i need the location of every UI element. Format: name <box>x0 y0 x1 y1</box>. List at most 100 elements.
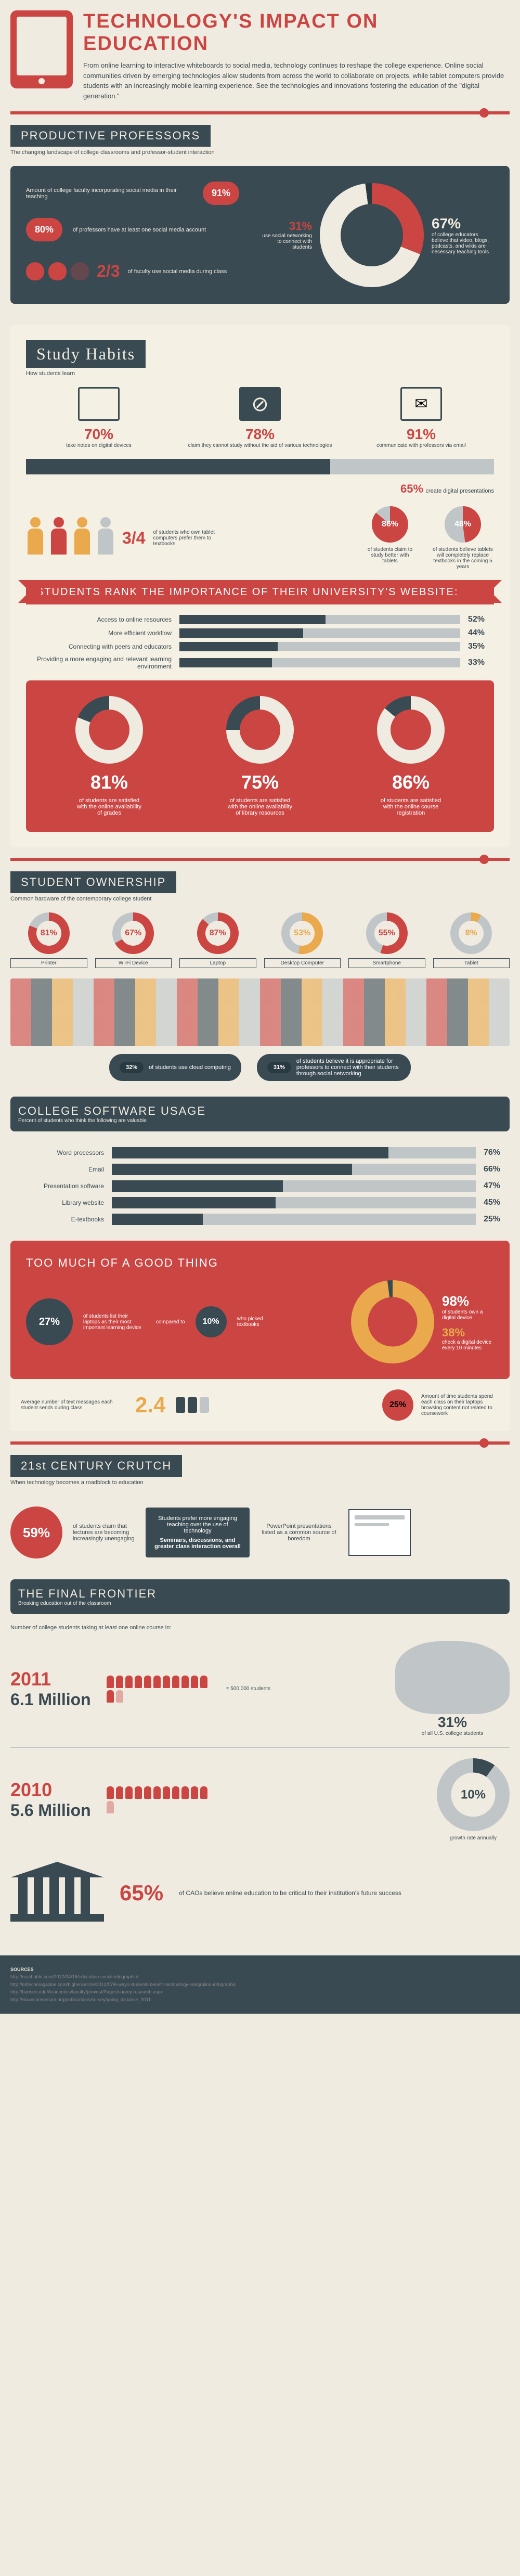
device-txt: of students own a digital device <box>442 1309 494 1321</box>
habit2-txt: claim they cannot study without the aid … <box>187 443 333 448</box>
own-item: 53%Desktop Computer <box>264 912 341 968</box>
intro-text: From online learning to interactive whit… <box>83 60 510 101</box>
furniture-illustration <box>10 978 510 1046</box>
val-2010: 5.6 Million <box>10 1801 91 1820</box>
sw-row: Word processors76% <box>10 1147 510 1158</box>
cao-txt: of CAOs believe online education to be c… <box>179 1889 401 1897</box>
map-pct: 31% <box>395 1714 510 1731</box>
main-title: TECHNOLOGY'S IMPACT ON EDUCATION <box>83 10 510 55</box>
bar-txt: create digital presentations <box>426 488 494 494</box>
faculty-social-pct: 91% <box>203 182 239 205</box>
habit3-txt: communicate with professors via email <box>348 443 494 448</box>
section-title: STUDENT OWNERSHIP <box>10 871 176 893</box>
rank-row: Connecting with peers and educators35% <box>26 642 494 651</box>
nobook-icon: ⊘ <box>239 387 281 421</box>
people-icons <box>26 517 114 559</box>
donut-a-pct: 31% <box>260 220 312 233</box>
faculty-social-text: Amount of college faculty incorporating … <box>26 187 192 200</box>
people-dots-2011 <box>107 1676 211 1703</box>
section-title: COLLEGE SOFTWARE USAGE <box>18 1104 502 1118</box>
device-donut <box>351 1280 434 1363</box>
own-item: 81%Printer <box>10 912 87 968</box>
donut-a-txt: use social networking to connect with st… <box>260 233 312 250</box>
donut-b-pct: 67% <box>432 215 494 232</box>
section-study-habits: Study Habits How students learn 70% take… <box>10 325 510 847</box>
bar-pct: 65% <box>400 482 423 495</box>
check-pct: 38% <box>442 1326 494 1339</box>
tablet-donut-2: 48% <box>445 506 481 543</box>
section-sub: The changing landscape of college classr… <box>10 149 510 156</box>
browse-txt: Amount of time students spend each class… <box>421 1394 499 1416</box>
sw-row: E-textbooks25% <box>10 1214 510 1225</box>
section-sub: Percent of students who think the follow… <box>18 1118 502 1124</box>
textbook-pct: 10% <box>196 1306 227 1337</box>
own-item: 8%Tablet <box>433 912 510 968</box>
powerpoint-icon <box>348 1509 411 1556</box>
text-messages-row: Average number of text messages each stu… <box>10 1379 510 1431</box>
check-txt: check a digital device every 10 minutes <box>442 1339 494 1351</box>
section-crutch: 21st CENTURY CRUTCH When technology beco… <box>10 1455 510 1569</box>
sat-item: 86%of students are satisfiedwith the onl… <box>343 696 478 816</box>
donut-b-txt: of college educators believe that video,… <box>432 232 494 255</box>
account-text: of professors have at least one social m… <box>73 227 239 233</box>
apple-icons <box>26 262 89 280</box>
val-2011: 6.1 Million <box>10 1690 91 1709</box>
msg-val: 2.4 <box>135 1393 165 1418</box>
cao-pct: 65% <box>120 1881 163 1905</box>
browse-pct: 25% <box>382 1389 413 1421</box>
sources: SOURCES http://mashable.com/2012/04/16/e… <box>0 1955 520 2014</box>
presentation-bar <box>26 459 494 474</box>
c1-txt: of students claim to study better with t… <box>364 547 416 564</box>
habit1-pct: 70% <box>26 426 172 443</box>
msg-label: Average number of text messages each stu… <box>21 1399 125 1411</box>
divider <box>10 858 510 861</box>
people-dots-2010 <box>107 1786 211 1813</box>
growth-donut: 10% <box>437 1758 510 1831</box>
c2-txt: of students believe tablets will complet… <box>432 547 494 570</box>
tablet-icon <box>10 10 73 88</box>
mail-icon: ✉ <box>400 387 442 421</box>
tablet-donut-1: 86% <box>372 506 408 543</box>
sat-item: 81%of students are satisfiedwith the onl… <box>42 696 177 816</box>
sw-row: Email66% <box>10 1164 510 1175</box>
section-software: COLLEGE SOFTWARE USAGE Percent of studen… <box>10 1097 510 1131</box>
account-pct: 80% <box>26 218 62 241</box>
software-chart: Word processors76%Email66%Presentation s… <box>10 1131 510 1241</box>
section-title: Study Habits <box>26 340 146 368</box>
laptop-txt: of students list their laptops as their … <box>83 1313 146 1331</box>
crutch-txt: of students claim that lectures are beco… <box>73 1523 135 1542</box>
compared-to: compared to <box>156 1319 185 1325</box>
habit1-txt: take notes on digital devices <box>26 443 172 448</box>
people-txt: of students who own tablet computers pre… <box>153 530 215 547</box>
own-item: 55%Smartphone <box>348 912 425 968</box>
crutch-pct: 59% <box>10 1506 62 1559</box>
year-2011: 2011 <box>10 1668 91 1690</box>
phone-icons <box>176 1397 209 1413</box>
section-final: Number of college students taking at lea… <box>10 1614 510 1945</box>
apple-text: of faculty use social media during class <box>127 268 239 275</box>
section-sub: When technology becomes a roadblock to e… <box>10 1479 510 1486</box>
network-pill: 31%of students believe it is appropriate… <box>257 1054 411 1081</box>
rank-row: More efficient workflow44% <box>26 628 494 638</box>
sw-row: Library website45% <box>10 1197 510 1208</box>
cloud-pill: 32%of students use cloud computing <box>109 1054 241 1081</box>
section-title: PRODUCTIVE PROFESSORS <box>10 125 211 147</box>
section-title: THE FINAL FRONTIER <box>18 1587 502 1601</box>
rank-chart: Access to online resources52% More effici… <box>26 615 494 670</box>
laptop-pct: 27% <box>26 1298 73 1345</box>
section-sub: How students learn <box>26 370 494 377</box>
crutch-mid: Students prefer more engaging teaching o… <box>146 1508 250 1557</box>
growth-txt: growth rate annually <box>437 1835 510 1841</box>
professors-donut <box>320 183 424 287</box>
section-sub: Common hardware of the contemporary coll… <box>10 896 510 902</box>
satisfaction-grid: 81%of students are satisfiedwith the onl… <box>42 696 478 816</box>
rank-row: Access to online resources52% <box>26 615 494 624</box>
people-frac: 3/4 <box>122 529 145 548</box>
rank-title: STUDENTS RANK THE IMPORTANCE OF THEIR UN… <box>26 580 494 604</box>
laptop-icon <box>78 387 120 421</box>
divider <box>10 111 510 114</box>
legend: = 500,000 students <box>226 1686 270 1692</box>
device-pct: 98% <box>442 1293 494 1309</box>
usa-map-icon <box>395 1641 510 1714</box>
final-header: THE FINAL FRONTIER Breaking education ou… <box>10 1579 510 1614</box>
